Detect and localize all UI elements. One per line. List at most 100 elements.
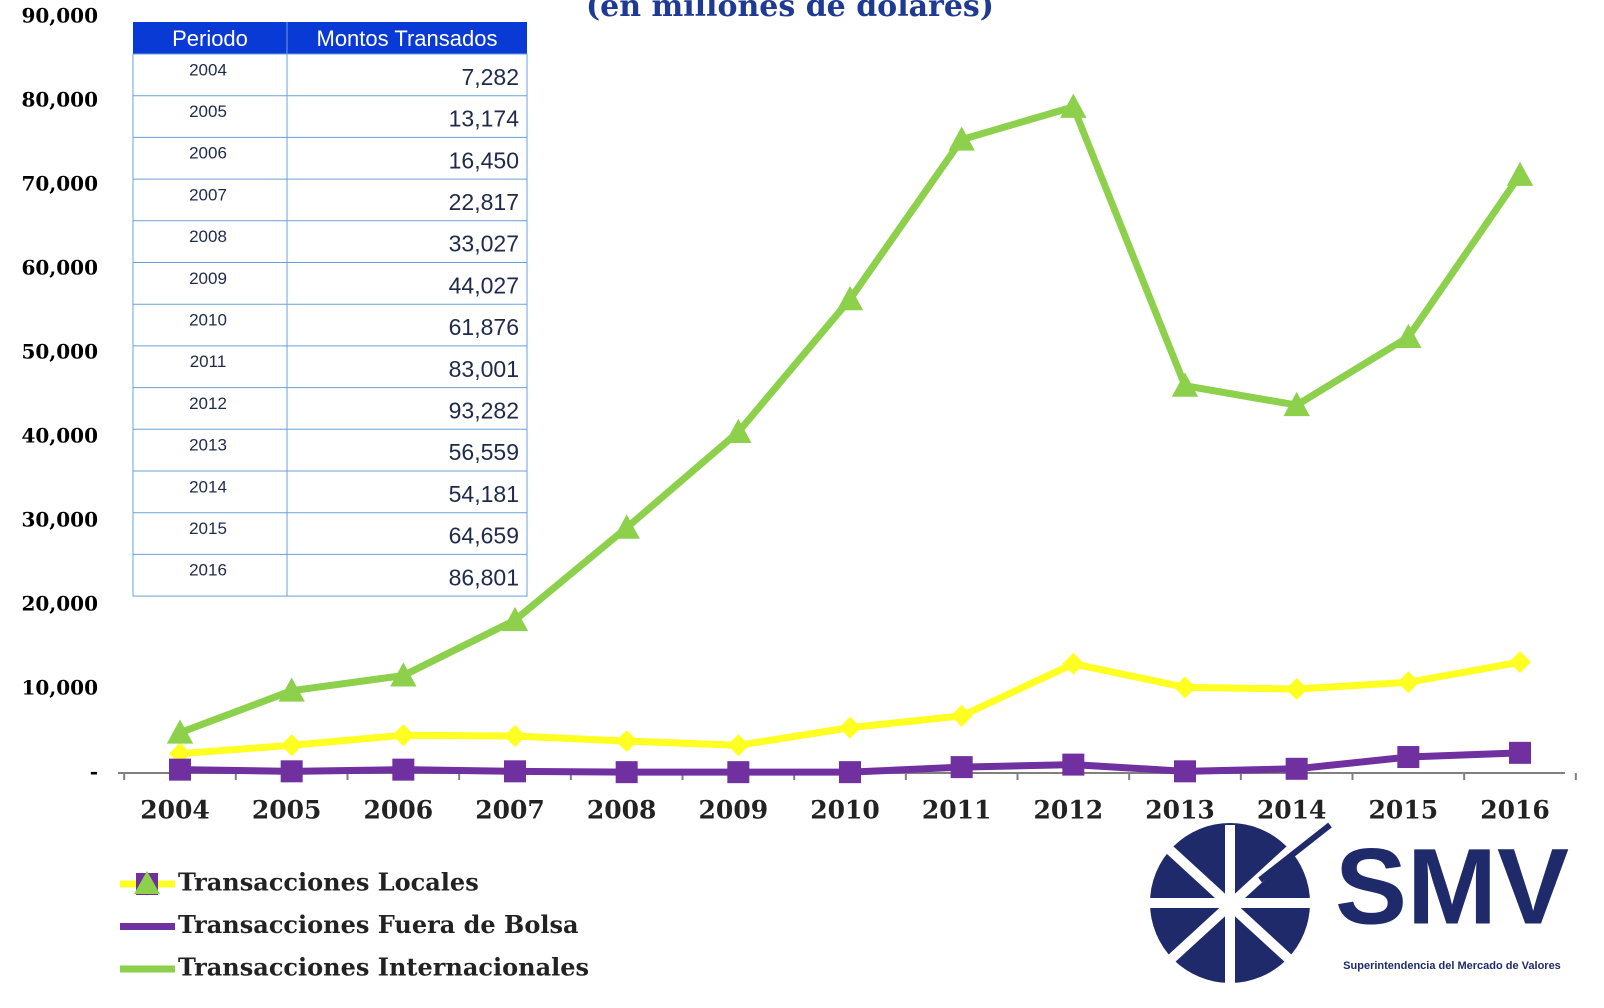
marker	[1397, 671, 1420, 694]
table-cell: 2014	[189, 477, 227, 496]
marker	[501, 606, 529, 632]
table-cell: 83,001	[449, 356, 519, 382]
marker	[1174, 676, 1196, 699]
marker	[839, 761, 861, 784]
logo-subtitle: Superintendencia del Mercado de Valores	[1343, 960, 1561, 972]
marker	[504, 760, 526, 783]
marker	[390, 662, 417, 687]
y-tick-label: 30,000	[21, 508, 98, 532]
legend-label: Transacciones Internacionales	[178, 953, 589, 982]
table-cell: 2015	[189, 519, 227, 538]
table-cell: 2013	[189, 436, 227, 455]
y-tick-label: -	[90, 760, 98, 784]
table-cell: 7,282	[461, 64, 519, 90]
marker	[278, 677, 305, 702]
marker	[1509, 651, 1531, 674]
marker	[392, 758, 415, 781]
marker	[1509, 741, 1531, 764]
table-cell: 61,876	[449, 314, 519, 340]
table-cell: 16,450	[449, 147, 519, 173]
marker	[1062, 753, 1085, 776]
table-cell: 33,027	[449, 231, 519, 257]
table-cell: 64,659	[449, 523, 519, 549]
y-tick-label: 20,000	[21, 592, 98, 616]
marker	[1285, 678, 1308, 700]
table-cell: 2009	[189, 269, 227, 288]
marker	[1062, 652, 1085, 675]
marker	[169, 758, 191, 781]
marker	[613, 514, 640, 539]
table-body-bg	[132, 53, 528, 597]
x-tick-label: 2015	[1369, 796, 1439, 825]
logo-emblem-lines	[1150, 825, 1310, 985]
table-header: Periodo	[172, 26, 248, 51]
table-cell: 2012	[189, 394, 227, 413]
marker	[1395, 323, 1422, 349]
marker	[1506, 161, 1534, 186]
x-tick-label: 2004	[140, 796, 210, 825]
marker	[1171, 372, 1199, 397]
marker	[280, 760, 303, 783]
y-tick-label: 80,000	[21, 88, 98, 112]
table-cell: 54,181	[449, 481, 519, 507]
marker	[727, 734, 750, 757]
x-tick-label: 2009	[699, 796, 769, 825]
marker	[615, 730, 638, 753]
table-cell: 86,801	[449, 564, 519, 590]
table-cell: 2011	[190, 352, 227, 371]
logo-name: SMV	[1335, 826, 1569, 947]
x-tick-label: 2011	[922, 796, 992, 825]
x-tick-label: 2010	[810, 796, 880, 825]
table-cell: 2007	[189, 185, 227, 204]
marker	[950, 756, 973, 779]
table-cell: 2008	[189, 227, 227, 246]
marker	[948, 126, 975, 151]
x-tick-label: 2006	[364, 796, 434, 825]
table-cell: 2006	[189, 144, 227, 163]
table-header-bg	[133, 22, 527, 54]
x-tick-label: 2013	[1145, 796, 1215, 825]
x-tick-label: 2016	[1480, 796, 1550, 825]
y-tick-label: 60,000	[21, 256, 98, 280]
marker	[727, 761, 750, 784]
x-tick-label: 2008	[587, 796, 657, 825]
table-cell: 2010	[189, 311, 227, 330]
legend-label: Transacciones Locales	[178, 868, 479, 897]
chart-title: (en millones de dólares)	[586, 0, 994, 24]
marker	[725, 418, 752, 443]
x-tick-label: 2014	[1257, 796, 1327, 825]
table-cell: 2016	[189, 561, 227, 580]
table-cell: 44,027	[449, 272, 519, 298]
marker	[504, 725, 526, 748]
y-tick-label: 10,000	[21, 676, 98, 700]
marker	[392, 724, 415, 747]
logo: SMV Superintendencia del Mercado de Valo…	[1150, 822, 1569, 985]
x-tick-label: 2005	[252, 796, 322, 825]
marker	[1174, 760, 1196, 783]
marker	[1283, 391, 1310, 417]
marker	[950, 704, 973, 727]
legend-marker	[134, 871, 160, 894]
table-cell: 93,282	[449, 398, 519, 424]
marker	[839, 716, 861, 739]
marker	[1397, 746, 1420, 769]
marker	[615, 761, 638, 784]
marker	[1285, 757, 1308, 780]
y-tick-label: 50,000	[21, 340, 98, 364]
table-header: Montos Transados	[317, 26, 498, 51]
marker	[166, 719, 194, 744]
table-cell: 56,559	[449, 439, 519, 465]
logo-emblem-lines	[1258, 822, 1332, 883]
y-tick-label: 40,000	[21, 424, 98, 448]
y-tick-label: 70,000	[21, 172, 98, 196]
y-tick-label: 90,000	[21, 4, 98, 28]
legend-label: Transacciones Fuera de Bolsa	[178, 910, 579, 939]
table-cell: 22,817	[449, 189, 519, 215]
table-cell: 2005	[189, 102, 227, 121]
marker	[836, 286, 864, 311]
x-tick-label: 2012	[1034, 796, 1104, 825]
marker	[280, 734, 303, 757]
x-tick-label: 2007	[475, 796, 545, 825]
marker	[1060, 93, 1087, 118]
